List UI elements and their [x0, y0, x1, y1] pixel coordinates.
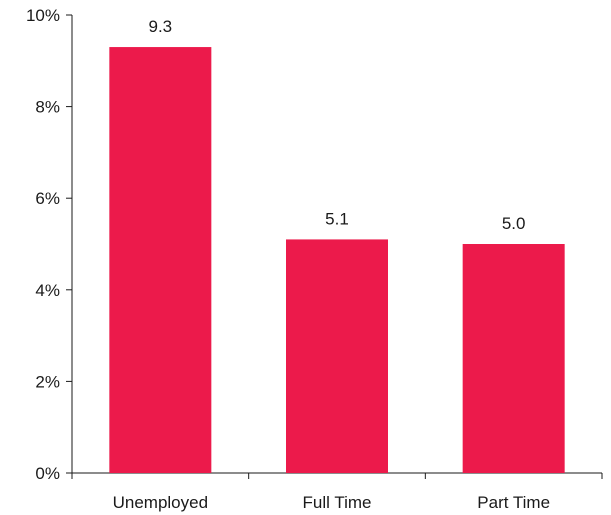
x-tick-label: Full Time	[303, 493, 372, 512]
data-label: 5.1	[325, 209, 349, 228]
x-tick-label: Unemployed	[113, 493, 208, 512]
bar	[109, 47, 212, 474]
x-tick-label: Part Time	[477, 493, 550, 512]
data-label: 9.3	[149, 17, 173, 36]
bar	[286, 239, 388, 473]
y-tick-label: 2%	[35, 372, 60, 391]
x-axis: Unemployed Full Time Part Time	[71, 472, 603, 512]
y-tick-label: 6%	[35, 189, 60, 208]
data-label: 5.0	[502, 214, 526, 233]
y-tick-label: 0%	[35, 464, 60, 483]
data-labels: 9.3 5.1 5.0	[149, 17, 526, 233]
y-tick-label: 4%	[35, 281, 60, 300]
y-tick-label: 10%	[26, 6, 60, 25]
bar	[462, 244, 565, 473]
y-tick-label: 8%	[35, 98, 60, 117]
y-axis: 0% 2% 4% 6% 8% 10%	[26, 6, 73, 483]
bars	[109, 47, 565, 474]
